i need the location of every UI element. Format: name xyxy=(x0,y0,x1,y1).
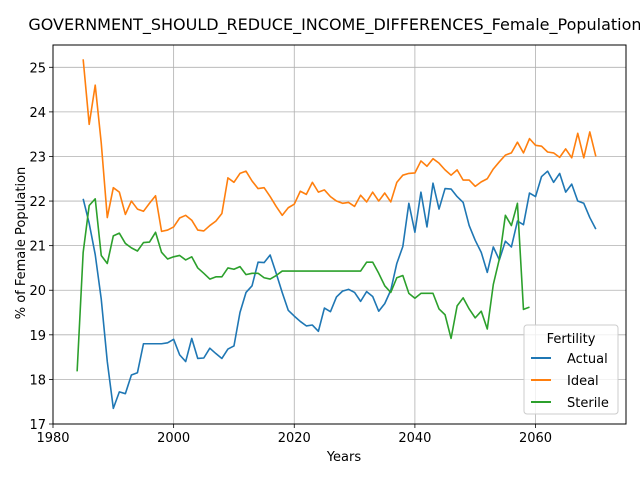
series-line-ideal xyxy=(82,59,597,233)
x-tick-label: 2000 xyxy=(157,431,190,446)
y-tick-label: 21 xyxy=(29,240,46,255)
axis-ticks: 1980 2000 2020 2040 2060 17 18 19 20 21 22 23 24 25 xyxy=(29,61,552,446)
series-line-sterile xyxy=(76,198,530,372)
y-tick-label: 24 xyxy=(29,106,46,121)
legend-label-actual: Actual xyxy=(567,352,608,367)
legend-label-ideal: Ideal xyxy=(567,374,599,389)
series-line-actual xyxy=(82,170,597,410)
y-tick-label: 22 xyxy=(29,195,46,210)
x-tick-label: 2060 xyxy=(519,431,552,446)
x-tick-label: 1980 xyxy=(36,431,69,446)
chart-title: GOVERNMENT_SHOULD_REDUCE_INCOME_DIFFEREN… xyxy=(28,15,640,35)
legend-label-sterile: Sterile xyxy=(567,396,609,411)
x-axis-label: Years xyxy=(326,450,362,465)
y-tick-label: 18 xyxy=(29,373,46,388)
y-tick-label: 20 xyxy=(29,284,46,299)
y-tick-label: 17 xyxy=(29,418,46,433)
y-tick-label: 23 xyxy=(29,150,46,165)
y-tick-label: 19 xyxy=(29,329,46,344)
series-lines xyxy=(76,59,597,410)
y-tick-label: 25 xyxy=(29,61,46,76)
x-tick-label: 2040 xyxy=(398,431,431,446)
x-tick-label: 2020 xyxy=(278,431,311,446)
plot-frame xyxy=(52,44,627,425)
legend-box xyxy=(523,324,619,415)
legend: Fertility Actual Ideal Sterile xyxy=(523,324,619,415)
legend-title: Fertility xyxy=(547,332,596,347)
y-axis-label: % of Female Population xyxy=(14,167,29,320)
